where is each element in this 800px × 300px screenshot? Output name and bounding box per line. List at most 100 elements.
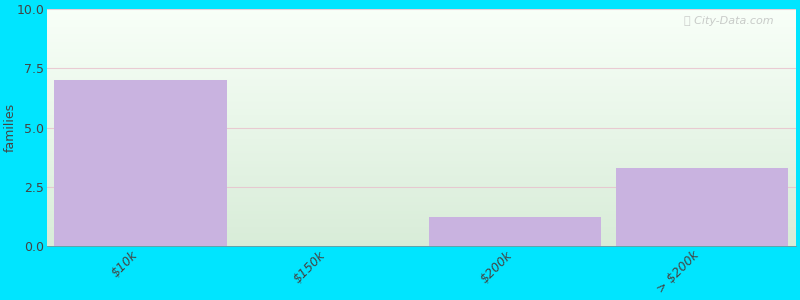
Bar bbox=[47, 159, 796, 160]
Bar bbox=[47, 153, 796, 154]
Bar bbox=[47, 53, 796, 55]
Bar bbox=[47, 99, 796, 101]
Bar bbox=[47, 52, 796, 53]
Bar bbox=[47, 189, 796, 190]
Bar bbox=[47, 93, 796, 94]
Bar bbox=[47, 94, 796, 96]
Bar bbox=[47, 235, 796, 236]
Bar bbox=[47, 178, 796, 180]
Bar bbox=[47, 197, 796, 199]
Bar bbox=[47, 233, 796, 235]
Bar bbox=[47, 14, 796, 16]
Bar bbox=[47, 88, 796, 90]
Bar bbox=[47, 192, 796, 194]
Bar bbox=[47, 206, 796, 208]
Bar bbox=[47, 229, 796, 230]
Bar bbox=[47, 132, 796, 134]
Bar bbox=[47, 205, 796, 206]
Bar bbox=[47, 66, 796, 68]
Bar bbox=[47, 244, 796, 246]
Bar bbox=[47, 181, 796, 183]
Bar bbox=[47, 128, 796, 129]
Bar bbox=[47, 112, 796, 113]
Bar bbox=[47, 199, 796, 200]
Bar bbox=[47, 33, 796, 35]
Bar bbox=[47, 238, 796, 239]
Bar bbox=[47, 176, 796, 178]
Bar bbox=[47, 16, 796, 17]
Bar bbox=[47, 82, 796, 83]
Bar bbox=[47, 175, 796, 176]
Bar bbox=[47, 64, 796, 66]
Bar bbox=[47, 28, 796, 30]
Bar bbox=[47, 173, 796, 175]
Bar bbox=[47, 158, 796, 159]
Bar bbox=[47, 230, 796, 232]
Bar bbox=[47, 11, 796, 12]
Bar bbox=[47, 220, 796, 222]
Bar bbox=[47, 19, 796, 20]
Bar bbox=[47, 58, 796, 60]
Bar bbox=[47, 77, 796, 79]
Bar bbox=[47, 202, 796, 203]
Bar bbox=[47, 232, 796, 233]
Bar bbox=[47, 129, 796, 131]
Bar bbox=[47, 72, 796, 74]
Bar bbox=[47, 124, 796, 126]
Bar bbox=[47, 169, 796, 170]
Bar bbox=[47, 56, 796, 58]
Bar bbox=[47, 113, 796, 115]
Bar bbox=[47, 9, 796, 11]
Bar bbox=[47, 109, 796, 110]
Bar bbox=[47, 116, 796, 118]
Bar bbox=[47, 79, 796, 80]
Bar bbox=[47, 104, 796, 105]
Bar bbox=[47, 74, 796, 75]
Bar bbox=[54, 80, 226, 246]
Bar bbox=[47, 50, 796, 52]
Text: Ⓣ City-Data.com: Ⓣ City-Data.com bbox=[684, 16, 774, 26]
Bar bbox=[47, 105, 796, 107]
Bar bbox=[47, 20, 796, 22]
Bar bbox=[47, 86, 796, 88]
Bar bbox=[47, 55, 796, 56]
Bar bbox=[47, 41, 796, 42]
Bar bbox=[47, 39, 796, 41]
Bar bbox=[47, 243, 796, 244]
Bar bbox=[47, 47, 796, 49]
Bar bbox=[47, 188, 796, 189]
Bar bbox=[47, 49, 796, 50]
Bar bbox=[429, 218, 601, 246]
Bar bbox=[47, 31, 796, 33]
Bar bbox=[47, 139, 796, 140]
Bar bbox=[47, 135, 796, 137]
Bar bbox=[47, 68, 796, 69]
Bar bbox=[47, 36, 796, 38]
Bar bbox=[47, 91, 796, 93]
Bar bbox=[47, 190, 796, 192]
Bar bbox=[47, 170, 796, 172]
Bar bbox=[47, 22, 796, 23]
Y-axis label: families: families bbox=[4, 103, 17, 152]
Bar bbox=[47, 148, 796, 150]
Bar bbox=[47, 34, 796, 36]
Bar bbox=[47, 210, 796, 211]
Bar bbox=[47, 213, 796, 214]
Bar bbox=[47, 131, 796, 132]
Bar bbox=[47, 12, 796, 14]
Bar bbox=[47, 23, 796, 25]
Bar bbox=[47, 69, 796, 71]
Bar bbox=[47, 172, 796, 173]
Bar bbox=[47, 167, 796, 169]
Bar bbox=[47, 134, 796, 135]
Bar bbox=[47, 107, 796, 109]
Bar bbox=[47, 42, 796, 44]
Bar bbox=[47, 60, 796, 61]
Bar bbox=[47, 194, 796, 195]
Bar bbox=[47, 227, 796, 229]
Bar bbox=[47, 115, 796, 116]
Bar bbox=[47, 216, 796, 218]
Bar bbox=[47, 137, 796, 139]
Bar bbox=[47, 224, 796, 225]
Bar bbox=[47, 146, 796, 148]
